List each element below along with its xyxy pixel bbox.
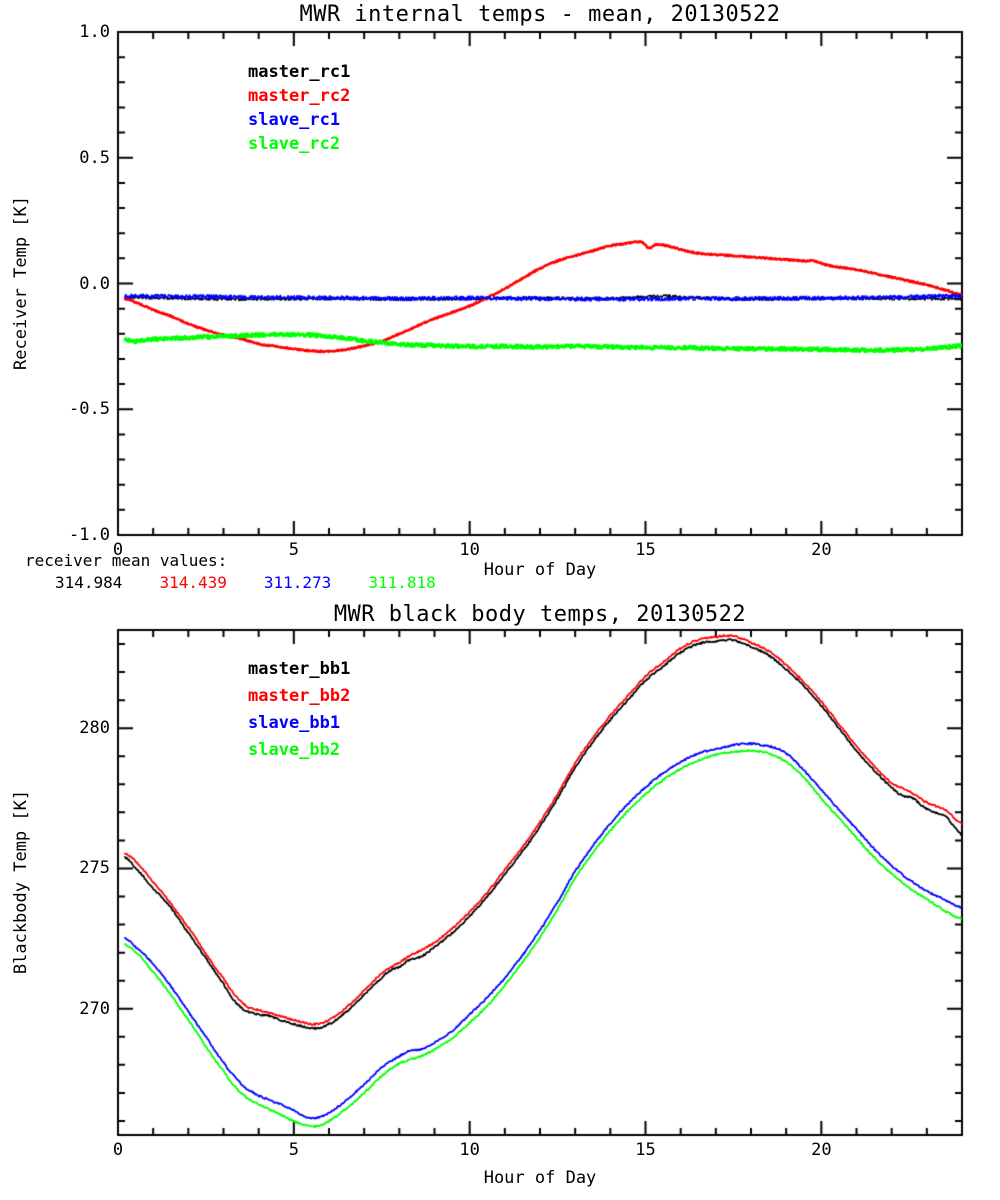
chart-receiver-temps: MWR internal temps - mean, 20130522 Rece… xyxy=(0,0,1000,600)
blackbody-legend: master_bb1 master_bb2 slave_bb1 slave_bb2 xyxy=(248,656,350,764)
legend-entry-master_rc2: master_rc2 xyxy=(248,86,351,106)
y-tick-label: 270 xyxy=(79,998,110,1019)
blackbody-temps-plot-canvas xyxy=(0,600,1000,1200)
legend-entry-master_bb2: master_bb2 xyxy=(248,686,351,706)
receiver-chart-title: MWR internal temps - mean, 20130522 xyxy=(299,2,781,27)
x-tick-label: 10 xyxy=(459,1140,480,1160)
mean-value: 311.818 xyxy=(368,573,436,592)
legend-entry-master_rc1: master_rc1 xyxy=(248,62,351,82)
legend-entry-slave_bb1: slave_bb1 xyxy=(248,713,341,733)
x-tick-label: 5 xyxy=(288,540,299,560)
mean-value: 314.439 xyxy=(159,573,227,592)
y-tick-label: 1.0 xyxy=(79,22,110,42)
x-tick-label: 5 xyxy=(288,1140,299,1160)
blackbody-y-axis-label: Blackbody Temp [K] xyxy=(11,789,31,975)
receiver-y-axis-label: Receiver Temp [K] xyxy=(11,196,31,370)
x-tick-label: 15 xyxy=(635,540,656,560)
legend-entry-slave_rc1: slave_rc1 xyxy=(248,110,341,130)
mean-values-row: 314.984 314.439 311.273 311.818 xyxy=(25,573,473,592)
mean-values-label: receiver mean values: xyxy=(25,551,228,570)
blackbody-chart-title: MWR black body temps, 20130522 xyxy=(333,602,747,627)
x-tick-label: 20 xyxy=(811,1140,832,1160)
x-tick-label: 0 xyxy=(112,1140,124,1160)
x-tick-label: 0 xyxy=(112,540,124,560)
y-tick-label: 0.5 xyxy=(79,147,110,168)
receiver-x-axis-label: Hour of Day xyxy=(483,560,597,580)
mean-value: 311.273 xyxy=(263,573,332,592)
y-tick-label: 275 xyxy=(79,858,110,879)
chart-blackbody-temps: MWR black body temps, 20130522 Blackbody… xyxy=(0,600,1000,1200)
receiver-mean-values: receiver mean values: 314.984 314.439 311.… xyxy=(25,551,473,592)
legend-entry-slave_rc2: slave_rc2 xyxy=(248,134,341,154)
blackbody-x-axis-label: Hour of Day xyxy=(483,1168,597,1188)
y-tick-label: 0.0 xyxy=(79,273,110,294)
y-tick-label: 280 xyxy=(79,718,110,739)
y-tick-label: -0.5 xyxy=(69,399,110,420)
y-tick-label: -1.0 xyxy=(69,525,110,545)
receiver-temps-plot-canvas xyxy=(0,0,1000,600)
legend-entry-master_bb1: master_bb1 xyxy=(248,659,351,679)
x-tick-label: 20 xyxy=(811,540,832,560)
mean-value: 314.984 xyxy=(55,573,123,592)
x-tick-label: 15 xyxy=(635,1140,656,1160)
legend-entry-slave_bb2: slave_bb2 xyxy=(248,740,341,760)
x-tick-label: 10 xyxy=(459,540,480,560)
receiver-legend: master_rc1 master_rc2 slave_rc1 slave_rc2 xyxy=(248,60,350,156)
